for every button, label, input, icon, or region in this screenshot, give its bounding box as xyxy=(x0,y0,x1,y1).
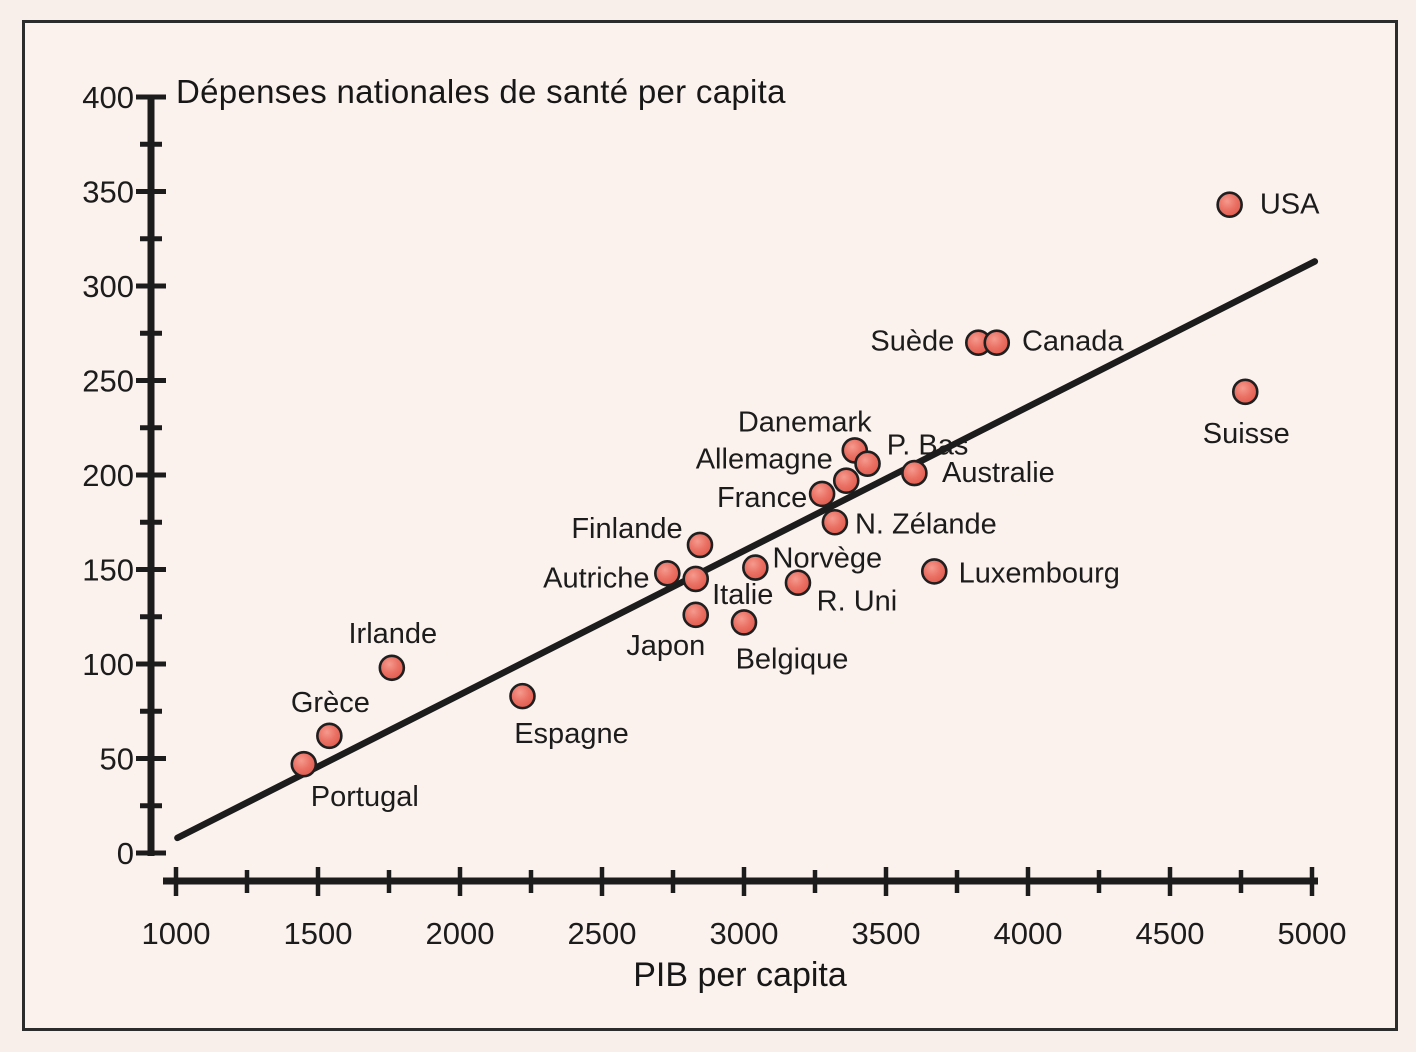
y-tick-label: 350 xyxy=(82,175,134,210)
point-label-p-bas: P. Bas xyxy=(887,430,969,462)
point-label-gr-ce: Grèce xyxy=(291,687,370,719)
x-tick-label: 1000 xyxy=(142,916,211,951)
x-tick-label: 4000 xyxy=(994,916,1063,951)
x-tick-label: 5000 xyxy=(1278,916,1347,951)
data-point-irlande xyxy=(378,654,406,682)
data-point-gr-ce xyxy=(316,722,343,750)
x-tick-label: 4500 xyxy=(1136,916,1205,951)
data-point-suisse xyxy=(1231,378,1259,406)
data-point-n-z-lande xyxy=(821,508,849,536)
point-label-espagne: Espagne xyxy=(514,718,629,750)
trend-line xyxy=(174,258,1319,842)
y-tick-label: 50 xyxy=(100,742,134,777)
x-tick-label: 3500 xyxy=(852,916,921,951)
x-tick-label: 2500 xyxy=(568,916,637,951)
y-tick-label: 400 xyxy=(82,80,134,115)
point-label-autriche: Autriche xyxy=(543,562,649,594)
x-tick-label: 2000 xyxy=(426,916,495,951)
y-tick-label: 300 xyxy=(82,269,134,304)
point-label-luxembourg: Luxembourg xyxy=(959,557,1120,589)
data-point-luxembourg xyxy=(920,558,948,585)
data-point-france xyxy=(808,480,836,508)
data-point-r-uni xyxy=(784,569,812,597)
point-label-portugal: Portugal xyxy=(311,781,419,813)
point-label-australie: Australie xyxy=(942,457,1055,489)
x-axis-label: PIB per capita xyxy=(633,956,847,994)
point-label-canada: Canada xyxy=(1022,326,1124,358)
chart-title: Dépenses nationales de santé per capita xyxy=(176,73,786,110)
point-label-italie: Italie xyxy=(712,579,773,611)
point-label-finlande: Finlande xyxy=(571,513,682,545)
axes: 0 50 100 150 200 250 300 350 400 1000 1500 2000 2500… xyxy=(82,80,1346,951)
y-tick-label: 0 xyxy=(117,836,134,871)
y-tick-label: 250 xyxy=(82,364,134,399)
data-point-p-bas xyxy=(854,450,881,477)
data-point-canada xyxy=(983,329,1011,357)
point-labels-group: Portugal Grèce Irlande Espagne Japon Belgique… xyxy=(291,189,1320,813)
point-label-usa: USA xyxy=(1260,189,1320,221)
point-label-danemark: Danemark xyxy=(738,406,872,438)
data-point-australie xyxy=(901,459,928,487)
point-label-r-uni: R. Uni xyxy=(817,586,898,618)
point-label-japon: Japon xyxy=(626,630,705,662)
data-points-group xyxy=(290,191,1259,778)
point-label-france: France xyxy=(717,482,807,514)
data-point-allemagne xyxy=(832,467,860,494)
x-tick-label: 1500 xyxy=(284,916,353,951)
trend-line-group xyxy=(174,258,1319,842)
point-label-irlande: Irlande xyxy=(349,618,438,650)
chart-frame xyxy=(22,20,1398,1031)
point-label-n-z-lande: N. Zélande xyxy=(855,508,997,540)
y-tick-label: 200 xyxy=(82,458,134,493)
data-point-usa xyxy=(1216,191,1243,219)
data-point-finlande xyxy=(686,531,714,559)
data-point-espagne xyxy=(509,682,536,710)
data-point-autriche xyxy=(654,559,681,587)
y-tick-label: 150 xyxy=(82,553,134,588)
data-point-belgique xyxy=(730,609,758,636)
point-label-allemagne: Allemagne xyxy=(696,444,833,476)
data-point-norv-ge xyxy=(742,554,769,581)
x-tick-label: 3000 xyxy=(710,916,779,951)
data-point-japon xyxy=(682,601,710,629)
point-label-belgique: Belgique xyxy=(736,643,849,675)
point-label-norv-ge: Norvège xyxy=(773,543,883,575)
point-label-suisse: Suisse xyxy=(1203,418,1290,450)
y-tick-label: 100 xyxy=(82,647,134,682)
data-point-italie xyxy=(682,565,710,593)
data-point-portugal xyxy=(290,750,318,778)
point-label-su-de: Suède xyxy=(870,326,954,358)
